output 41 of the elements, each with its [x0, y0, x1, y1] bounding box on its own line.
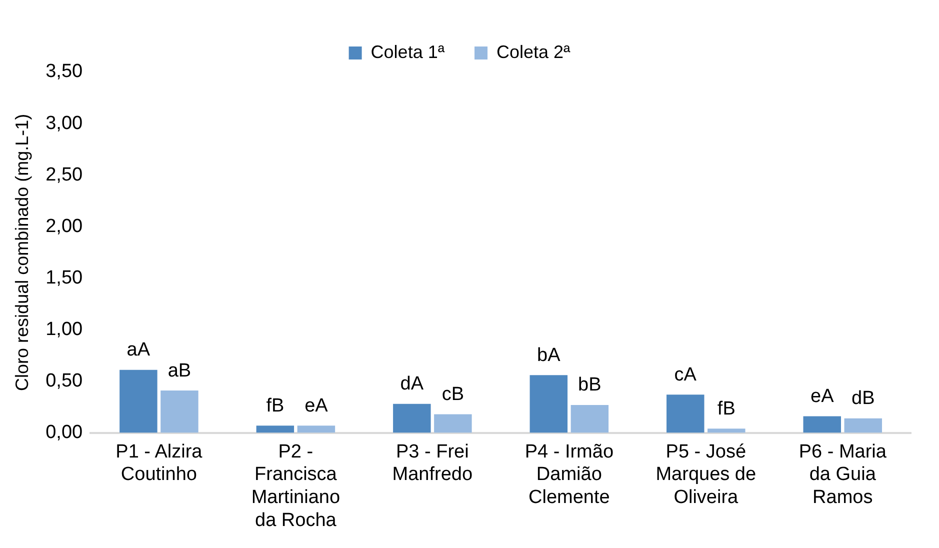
data-label: eA — [810, 386, 834, 408]
bar — [708, 428, 746, 433]
bar — [297, 426, 336, 433]
bar — [120, 370, 158, 433]
data-label: cA — [674, 364, 697, 386]
bar — [844, 418, 882, 433]
y-axis-title: Cloro residual combinado (mg.L-1) — [12, 114, 32, 391]
y-tick-label: 1,00 — [46, 318, 83, 340]
y-tick-label: 2,00 — [46, 216, 83, 237]
x-tick-label: P4 - Irmão Damião Clemente — [524, 441, 614, 508]
bar — [803, 416, 841, 433]
data-label: aA — [126, 340, 150, 361]
data-label: bB — [578, 374, 602, 396]
x-tick-label: P3 - Frei Manfredo — [392, 441, 473, 486]
y-tick-label: 3,50 — [46, 61, 83, 82]
data-label: cB — [442, 384, 464, 405]
x-tick-label: P6 - Maria da Guia Ramos — [798, 441, 887, 508]
bar — [530, 375, 568, 433]
data-label: bA — [537, 344, 561, 366]
y-tick-label: 0,00 — [46, 422, 83, 444]
bar — [256, 426, 294, 433]
bar — [393, 404, 431, 433]
bar — [570, 404, 609, 433]
x-tick-label: P2 - Francisca Martiniano da Rocha — [251, 441, 340, 531]
data-label: dA — [400, 374, 424, 395]
y-tick-label: 1,50 — [46, 267, 83, 288]
bar — [160, 390, 198, 433]
x-tick-label: P1 - Alzira Coutinho — [116, 441, 203, 486]
bar — [666, 394, 704, 433]
data-label: aB — [168, 360, 192, 382]
data-label: fB — [266, 395, 284, 416]
data-label: eA — [304, 395, 328, 416]
y-tick-label: 3,00 — [46, 112, 83, 134]
x-tick-label: P5 - José Marques de Oliveira — [656, 441, 756, 508]
legend-label: Coleta 2ª — [496, 42, 571, 62]
y-tick-label: 0,50 — [46, 370, 83, 392]
data-label: fB — [717, 398, 736, 420]
bar — [434, 414, 472, 433]
data-label: dB — [852, 388, 875, 410]
legend-label: Coleta 1ª — [370, 42, 445, 62]
y-tick-label: 2,50 — [46, 164, 83, 186]
